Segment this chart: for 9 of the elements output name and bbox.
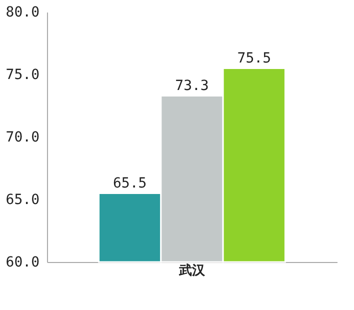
- data-label: 65.5: [113, 175, 147, 192]
- x-tick-label: 武汉: [178, 264, 206, 278]
- y-tick-label: 70.0: [6, 130, 40, 146]
- y-tick-label: 75.0: [6, 67, 40, 83]
- y-tick-label: 60.0: [6, 254, 40, 270]
- data-label: 73.3: [175, 78, 209, 94]
- y-tick-label: 65.0: [6, 192, 40, 208]
- data-label: 75.5: [237, 50, 271, 66]
- y-tick-label: 80.0: [6, 4, 40, 20]
